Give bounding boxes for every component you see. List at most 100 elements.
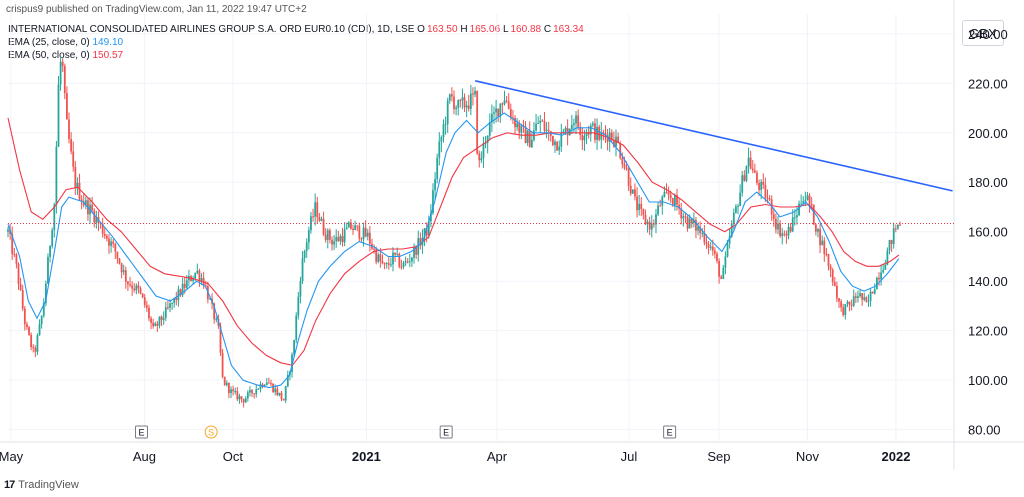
candle-down — [743, 175, 746, 181]
candle-down — [19, 283, 22, 291]
candle-down — [213, 303, 216, 320]
y-tick-label: 80.00 — [968, 423, 1001, 438]
candle-down — [899, 224, 901, 226]
candle-down — [103, 233, 106, 236]
candle-up — [615, 136, 617, 147]
instrument-name: INTERNATIONAL CONSOLIDATED AIRLINES GROU… — [8, 24, 415, 35]
candle-down — [642, 208, 645, 215]
candle-down — [141, 293, 144, 298]
candle-down — [282, 398, 285, 401]
chart-legend: INTERNATIONAL CONSOLIDATED AIRLINES GROU… — [8, 23, 584, 62]
candle-up — [173, 297, 176, 303]
candle-up — [303, 250, 306, 259]
candle-down — [707, 244, 710, 248]
candle-up — [560, 133, 563, 147]
candle-down — [718, 261, 720, 277]
candle-up — [200, 278, 203, 281]
candle-down — [166, 307, 169, 309]
candle-up — [474, 91, 476, 95]
currency-button[interactable]: GBX — [962, 20, 1004, 46]
candle-down — [556, 141, 559, 151]
candle-down — [686, 217, 689, 229]
y-tick-label: 100.00 — [968, 373, 1008, 388]
candle-up — [301, 258, 304, 282]
candle-down — [459, 100, 462, 102]
candle-up — [339, 236, 342, 242]
candle-up — [135, 285, 138, 291]
candle-up — [554, 141, 556, 146]
candle-down — [541, 120, 544, 122]
candle-up — [821, 240, 824, 246]
candle-down — [175, 297, 178, 301]
candle-up — [122, 270, 125, 273]
candle-up — [568, 128, 571, 136]
candle-down — [720, 276, 723, 279]
candle-down — [11, 233, 14, 254]
candle-up — [51, 230, 54, 247]
candle-down — [451, 94, 453, 97]
candle-up — [657, 205, 659, 215]
candle-up — [726, 243, 729, 257]
candle-up — [739, 192, 742, 206]
candle-up — [787, 226, 790, 236]
x-tick-label: Apr — [487, 449, 508, 464]
candle-down — [829, 266, 832, 270]
candle-down — [276, 388, 279, 396]
candle-down — [766, 197, 769, 199]
candle-down — [105, 235, 108, 239]
candle-down — [202, 278, 205, 286]
candle-down — [150, 318, 152, 323]
candle-up — [533, 130, 535, 140]
candle-down — [472, 93, 474, 95]
candle-down — [13, 253, 16, 255]
candle-up — [326, 230, 329, 241]
candle-down — [272, 383, 274, 392]
candle-down — [768, 198, 771, 200]
candle-down — [23, 308, 26, 325]
candle-down — [669, 194, 672, 199]
candle-down — [152, 322, 155, 327]
candle-up — [520, 125, 523, 133]
y-tick-label: 200.00 — [968, 126, 1008, 141]
ema25-value: 149.10 — [92, 37, 124, 48]
ema25-line — [7, 112, 900, 389]
candle-up — [663, 192, 666, 197]
candle-up — [701, 232, 704, 234]
candle-up — [728, 236, 731, 244]
ema25-legend-row[interactable]: EMA (25, close, 0) 149.10 — [8, 36, 584, 49]
candle-down — [375, 249, 378, 262]
publish-info: crispus9 published on TradingView.com, J… — [6, 4, 307, 15]
candle-down — [280, 392, 283, 399]
candle-up — [575, 115, 577, 124]
candle-up — [863, 297, 866, 300]
candle-up — [448, 94, 451, 101]
candle-up — [589, 125, 592, 135]
candle-down — [648, 221, 651, 230]
candle-down — [63, 65, 66, 94]
ohlc-high-value: 165.06 — [469, 24, 501, 35]
candle-down — [316, 202, 319, 218]
candle-up — [436, 157, 439, 179]
candle-down — [758, 183, 760, 190]
candle-down — [678, 204, 681, 209]
candle-up — [516, 123, 519, 128]
candle-up — [859, 293, 861, 297]
candle-down — [610, 132, 613, 140]
candle-up — [646, 221, 649, 225]
ema50-legend-row[interactable]: EMA (50, close, 0) 150.57 — [8, 49, 584, 62]
footer-branding: 17 TradingView — [4, 479, 79, 491]
candle-up — [482, 143, 485, 159]
y-tick-label: 160.00 — [968, 225, 1008, 240]
candle-up — [747, 157, 750, 167]
candle-up — [730, 223, 733, 237]
candle-up — [389, 264, 392, 266]
candle-down — [751, 168, 754, 171]
candle-down — [789, 226, 792, 232]
candle-up — [335, 237, 338, 242]
candle-up — [777, 223, 779, 230]
candle-down — [819, 229, 821, 246]
candle-up — [246, 392, 249, 399]
candle-down — [831, 269, 834, 283]
candle-up — [852, 296, 855, 306]
